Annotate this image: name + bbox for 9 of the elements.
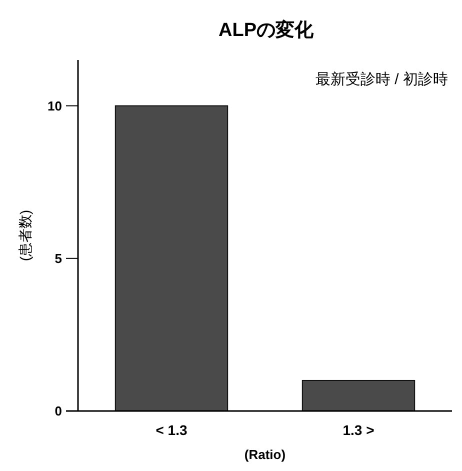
annotation: 最新受診時 / 初診時 <box>315 71 448 88</box>
y-tick-label: 10 <box>48 98 62 114</box>
y-tick-label: 5 <box>54 250 62 266</box>
chart-title: ALPの変化 <box>218 19 314 41</box>
x-axis-title: (Ratio) <box>244 447 286 462</box>
x-tick-label: 1.3 > <box>342 422 374 438</box>
y-tick-label: 0 <box>54 404 62 419</box>
y-axis-title: (患者数) <box>17 210 33 262</box>
x-tick-label: < 1.3 <box>156 422 188 438</box>
